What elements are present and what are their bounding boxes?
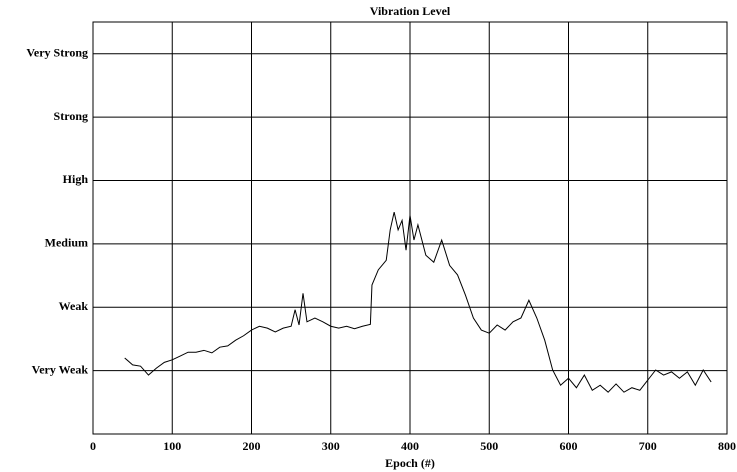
x-tick-label: 0: [90, 439, 96, 453]
y-tick-label: High: [63, 172, 89, 186]
x-tick-label: 200: [243, 439, 261, 453]
y-tick-label: Medium: [45, 236, 88, 250]
data-line: [124, 212, 712, 393]
x-tick-label: 100: [163, 439, 181, 453]
x-axis-label: Epoch (#): [385, 456, 435, 470]
x-tick-label: 300: [322, 439, 340, 453]
x-tick-label: 500: [480, 439, 498, 453]
x-tick-label: 600: [560, 439, 578, 453]
x-tick-label: 700: [639, 439, 657, 453]
y-tick-label: Weak: [59, 299, 89, 313]
x-tick-label: 800: [718, 439, 736, 453]
x-tick-label: 400: [401, 439, 419, 453]
y-tick-label: Strong: [54, 109, 88, 123]
y-tick-label: Very Weak: [32, 362, 89, 376]
y-tick-label: Very Strong: [26, 45, 88, 59]
chart-title: Vibration Level: [370, 4, 451, 18]
